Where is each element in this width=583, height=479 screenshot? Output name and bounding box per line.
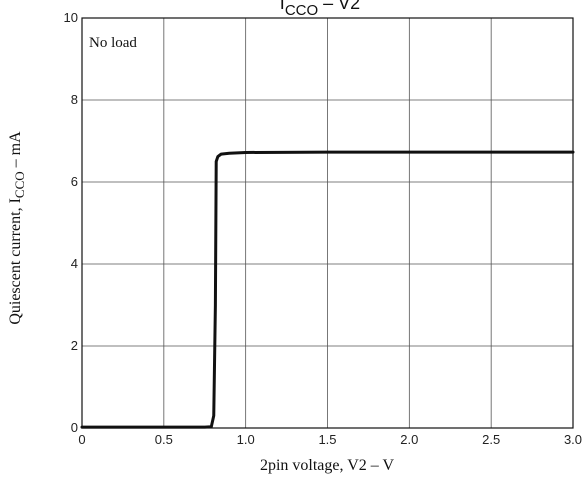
chart-title: ICCO – V2 bbox=[280, 0, 360, 19]
chart-title-main: I bbox=[280, 0, 285, 13]
chart-title-sub: CCO bbox=[285, 2, 318, 19]
x-tick-labels: 0 0.5 1.0 1.5 2.0 2.5 3.0 bbox=[78, 432, 582, 447]
x-tick-label: 0.5 bbox=[155, 432, 173, 447]
y-axis-label-main: Quiescent current, I bbox=[7, 198, 24, 325]
y-tick-labels: 0 2 4 6 8 10 bbox=[64, 10, 78, 435]
series-line bbox=[80, 150, 575, 429]
x-tick-label: 2.5 bbox=[482, 432, 500, 447]
y-tick-label: 8 bbox=[71, 92, 78, 107]
x-tick-label: 3.0 bbox=[564, 432, 582, 447]
x-tick-label: 2.0 bbox=[400, 432, 418, 447]
y-tick-label: 0 bbox=[71, 420, 78, 435]
no-load-annotation: No load bbox=[89, 35, 137, 51]
y-tick-label: 6 bbox=[71, 174, 78, 189]
chart-title-rest: – V2 bbox=[318, 0, 360, 13]
y-tick-label: 10 bbox=[64, 10, 78, 25]
x-tick-label: 1.0 bbox=[237, 432, 255, 447]
x-tick-label: 0 bbox=[78, 432, 85, 447]
y-axis-label: Quiescent current, ICCO – mA bbox=[7, 131, 27, 325]
series bbox=[80, 150, 575, 429]
grid bbox=[81, 17, 574, 429]
plot-frame bbox=[81, 17, 574, 429]
y-tick-label: 2 bbox=[71, 338, 78, 353]
x-tick-label: 1.5 bbox=[318, 432, 336, 447]
y-tick-label: 4 bbox=[71, 256, 78, 271]
y-axis-label-rest: – mA bbox=[7, 131, 24, 171]
x-axis-label: 2pin voltage, V2 – V bbox=[260, 457, 395, 474]
y-axis-label-sub: CCO bbox=[12, 171, 27, 198]
